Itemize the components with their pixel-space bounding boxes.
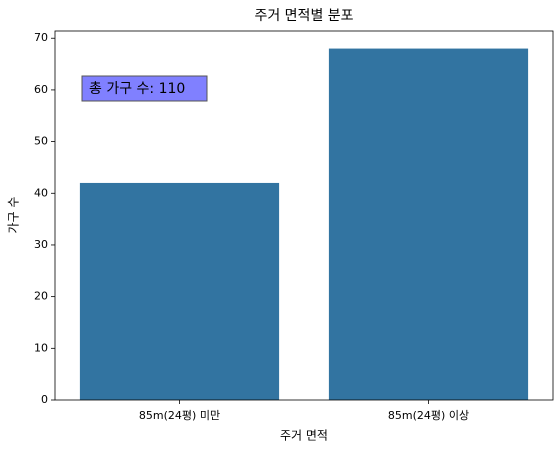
y-tick-label: 40 (34, 186, 48, 199)
x-tick-label: 85m(24평) 이상 (388, 409, 469, 422)
y-tick-label: 0 (41, 393, 48, 406)
axes-frame (54, 30, 554, 401)
y-tick-label: 10 (34, 341, 48, 354)
annotation-box (81, 75, 208, 102)
y-tick-label: 60 (34, 83, 48, 96)
bar (79, 182, 280, 400)
x-axis-label: 주거 면적 (280, 429, 328, 443)
bar (328, 48, 529, 400)
y-tick-label: 50 (34, 135, 48, 148)
y-tick-label: 30 (34, 238, 48, 251)
chart-title: 주거 면적별 분포 (254, 8, 353, 24)
x-tick-label: 85m(24평) 미만 (139, 409, 220, 422)
y-tick-label: 20 (34, 290, 48, 303)
y-tick-label: 70 (34, 31, 48, 44)
annotation: 총 가구 수: 110 (89, 81, 185, 97)
y-axis-label: 가구 수 (7, 197, 21, 234)
